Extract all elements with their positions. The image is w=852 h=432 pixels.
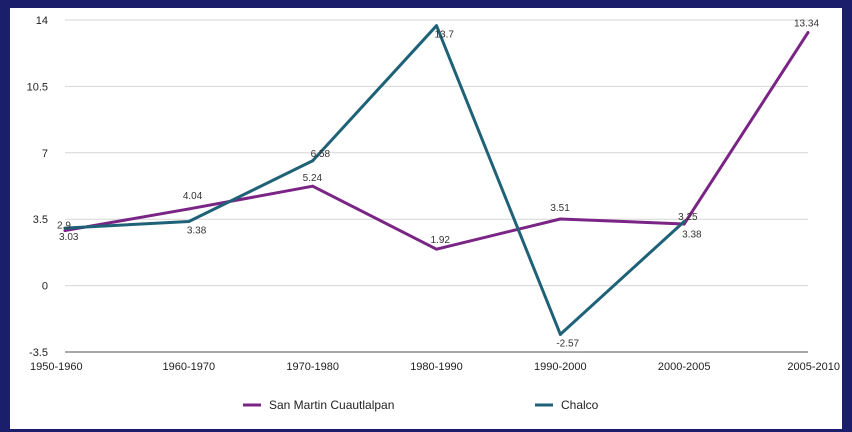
data-point (187, 219, 191, 223)
data-point (435, 24, 438, 28)
x-tick-label: 1990-2000 (534, 361, 587, 373)
y-tick-label: 3.5 (33, 214, 48, 226)
data-point (558, 217, 562, 221)
data-label: 6.58 (311, 149, 331, 160)
y-tick-label: 0 (42, 281, 48, 293)
data-label: 4.04 (183, 191, 203, 202)
x-tick-label: 1970-1980 (286, 361, 339, 373)
data-label: 2.9 (57, 221, 71, 232)
data-label: 3.25 (678, 212, 698, 223)
x-tick-label: 1960-1970 (163, 361, 216, 373)
data-point (682, 219, 686, 223)
data-label: 1.92 (431, 235, 451, 246)
data-label: -2.57 (556, 338, 579, 349)
data-label: 3.38 (682, 229, 702, 240)
x-tick-label: 2000-2005 (658, 361, 711, 373)
data-label: 13.34 (794, 19, 819, 30)
x-tick-label: 1980-1990 (410, 361, 463, 373)
data-label: 3.03 (59, 232, 79, 243)
data-point (806, 31, 810, 35)
data-point (311, 159, 315, 163)
y-tick-label: 7 (42, 148, 48, 160)
data-point (311, 184, 315, 188)
y-axis-ticks: 14 10.5 7 3.5 0 -3.5 (27, 15, 48, 359)
y-tick-label: 10.5 (27, 81, 48, 93)
data-point (63, 229, 67, 233)
y-tick-label: -3.5 (29, 347, 48, 359)
series-lines (63, 24, 810, 336)
data-point (63, 226, 67, 230)
data-point (435, 247, 438, 251)
data-label: 3.51 (550, 203, 570, 214)
legend: San Martin Cuautlalpan Chalco (243, 398, 599, 412)
series-line-chalco (64, 24, 686, 336)
x-axis-ticks: 1950-1960 1960-1970 1970-1980 1980-1990 1990… (30, 361, 840, 373)
legend-label: Chalco (561, 398, 599, 412)
data-label: 13.7 (435, 30, 455, 41)
gridlines (65, 19, 808, 353)
data-label: 5.24 (303, 173, 323, 184)
y-tick-label: 14 (36, 15, 48, 27)
x-tick-label: 1950-1960 (30, 361, 83, 373)
data-labels: 2.9 4.04 5.24 1.92 3.51 3.25 13.34 3.03 3.38 6.58… (57, 19, 819, 350)
data-label: 3.38 (187, 225, 207, 236)
data-point (187, 207, 191, 211)
legend-label: San Martin Cuautlalpan (269, 398, 394, 412)
x-tick-label: 2005-2010 (787, 361, 840, 373)
data-point (558, 332, 562, 336)
